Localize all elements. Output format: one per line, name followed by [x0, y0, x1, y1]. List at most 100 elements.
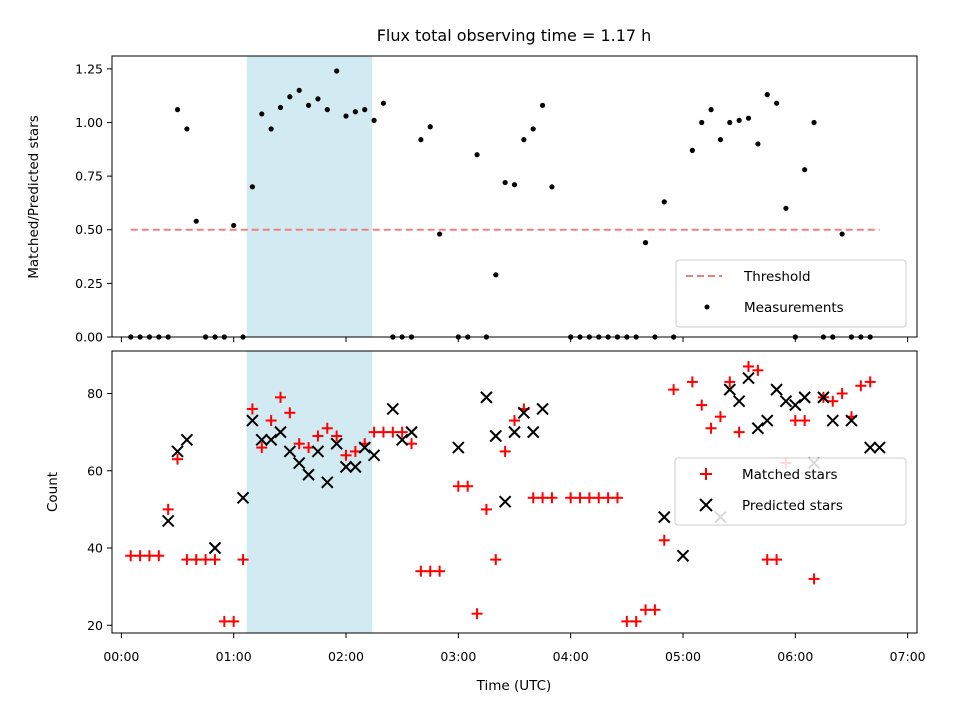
matched-star-point [265, 415, 277, 427]
measurement-point [334, 68, 340, 74]
matched-star-point [611, 492, 623, 504]
measurement-point [773, 100, 780, 106]
measurement-point [642, 240, 649, 246]
predicted-star-point [311, 445, 325, 458]
matched-star-point [284, 407, 296, 419]
matched-star-point [593, 492, 605, 504]
x-tick-label: 03:00 [440, 649, 476, 664]
predicted-star-point [161, 514, 175, 528]
matched-star-point [462, 480, 474, 492]
measurement-point [268, 126, 274, 132]
measurement-point [315, 96, 321, 102]
measurement-point [661, 199, 667, 205]
predicted-star-point [293, 456, 306, 470]
legend-predicted-swatch [699, 498, 713, 512]
matched-star-point [143, 550, 155, 562]
top-x-axis [120, 337, 909, 342]
measurement-point [502, 179, 508, 186]
matched-star-point [649, 604, 661, 616]
measurement-point [802, 167, 808, 173]
measurement-point [324, 107, 330, 113]
predicted-star-point [330, 437, 343, 450]
bottom-y-axis-label: Count [45, 472, 61, 512]
y-tick-label: 0.25 [75, 276, 103, 291]
measurement-point [352, 109, 358, 115]
chart-title: Flux total observing time = 1.17 h [377, 26, 652, 45]
x-axis-label: Time (UTC) [476, 678, 552, 694]
bottom-plot-area [125, 360, 886, 627]
measurement-point [755, 141, 761, 147]
top-axes-frame [111, 55, 918, 338]
matched-star-point [771, 554, 783, 566]
matched-star-point [190, 554, 202, 566]
measurement-point [427, 124, 433, 130]
matched-star-point [836, 387, 848, 399]
matched-star-point [789, 415, 801, 427]
measurement-point [437, 231, 443, 237]
bottom-y-axis: 20 40 60 80 [87, 386, 112, 633]
y-tick-label: 1.25 [75, 61, 103, 76]
matched-star-point [237, 554, 249, 566]
measurement-point [689, 147, 695, 153]
predicted-star-point [180, 433, 194, 447]
matched-star-point [424, 565, 436, 577]
predicted-star-point [789, 398, 802, 412]
matched-star-point [303, 442, 315, 454]
matched-star-point [509, 415, 520, 427]
measurement-point [362, 107, 368, 113]
predicted-star-point [770, 383, 783, 396]
matched-star-point [396, 426, 408, 438]
bottom-legend-box [674, 457, 907, 526]
y-tick-label: 40 [87, 541, 103, 556]
matched-star-point [172, 453, 184, 465]
matched-star-point [808, 573, 820, 585]
predicted-star-point [367, 449, 381, 462]
matched-star-point [209, 554, 221, 566]
y-tick-label: 1.00 [75, 115, 103, 130]
matched-star-point [490, 554, 502, 566]
bottom-highlight-span [246, 351, 373, 633]
predicted-star-point [395, 433, 409, 447]
legend-predicted-label: Predicted stars [742, 498, 843, 514]
measurement-point [511, 182, 518, 188]
matched-star-point [153, 550, 165, 562]
matched-star-point [312, 430, 324, 442]
predicted-star-point [246, 414, 259, 427]
matched-star-point [855, 380, 867, 392]
measurement-point [493, 272, 499, 278]
matched-star-point [480, 503, 492, 515]
measurement-point [259, 111, 265, 117]
matched-star-point [630, 615, 642, 627]
matched-star-point [125, 550, 137, 562]
predicted-star-point [349, 460, 362, 474]
measurement-point [277, 104, 284, 111]
measurement-point [708, 107, 714, 113]
measurement-point [474, 152, 480, 158]
predicted-star-point [274, 425, 287, 439]
matched-star-point [340, 449, 352, 461]
predicted-star-point [171, 445, 184, 458]
y-tick-label: 0.00 [75, 330, 103, 345]
predicted-star-point [845, 414, 858, 427]
legend-measurements-label: Measurements [744, 300, 844, 316]
top-legend-box [675, 259, 907, 328]
measurement-point [418, 137, 424, 143]
measurement-point [736, 117, 742, 123]
top-y-axis: 0.00 0.25 0.50 0.75 1.00 1.25 [75, 61, 112, 345]
matched-star-point [761, 554, 773, 566]
matched-star-point [668, 384, 680, 396]
predicted-star-point [386, 402, 400, 416]
predicted-star-point [255, 433, 268, 447]
legend-matched-swatch [700, 468, 712, 480]
measurement-point [287, 94, 293, 100]
predicted-star-point [208, 541, 222, 555]
measurement-point [371, 117, 377, 123]
predicted-star-point [358, 441, 371, 454]
measurement-point [193, 218, 199, 224]
matched-star-point [471, 608, 483, 620]
matched-star-point [658, 534, 670, 546]
measurement-point [184, 126, 190, 132]
matched-star-point [415, 565, 427, 577]
